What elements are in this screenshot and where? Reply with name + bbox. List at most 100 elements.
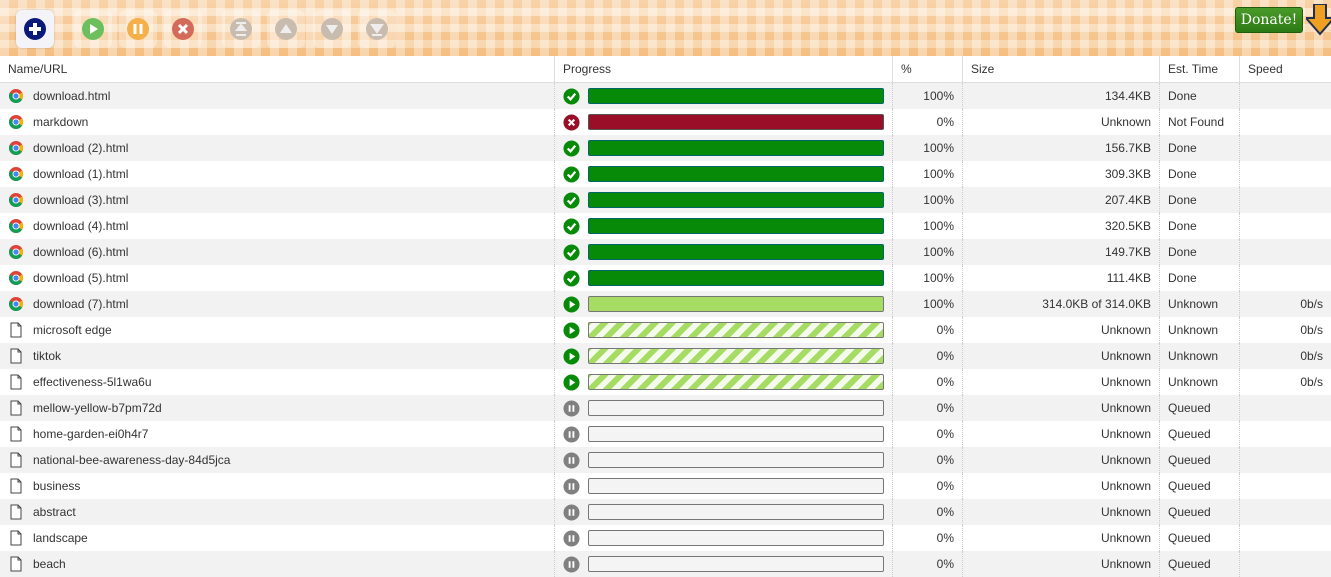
est-time-cell: Queued — [1160, 447, 1240, 473]
table-row[interactable]: home-garden-ei0h4r7 0% Unknown Queued — [0, 421, 1331, 447]
percent-cell: 0% — [893, 343, 963, 369]
size-cell: Unknown — [963, 317, 1160, 343]
table-row[interactable]: download (6).html 100% 149.7KB Done — [0, 239, 1331, 265]
column-header-name[interactable]: Name/URL — [0, 56, 555, 82]
est-time-cell: Queued — [1160, 421, 1240, 447]
progress-cell — [555, 343, 893, 369]
progress-cell — [555, 447, 893, 473]
table-row[interactable]: download (1).html 100% 309.3KB Done — [0, 161, 1331, 187]
check-icon — [563, 165, 580, 183]
percent-cell: 0% — [893, 395, 963, 421]
chrome-icon — [9, 89, 23, 103]
name-cell: effectiveness-5l1wa6u — [0, 369, 555, 395]
size-cell: Unknown — [963, 395, 1160, 421]
table-row[interactable]: beach 0% Unknown Queued — [0, 551, 1331, 577]
name-cell: tiktok — [0, 343, 555, 369]
progress-bar — [588, 322, 884, 338]
chrome-icon — [9, 245, 23, 259]
chrome-icon — [9, 141, 23, 155]
size-cell: 207.4KB — [963, 187, 1160, 213]
column-header-progress[interactable]: Progress — [555, 56, 893, 82]
progress-bar — [588, 530, 884, 546]
progress-cell — [555, 161, 893, 187]
name-cell: download.html — [0, 83, 555, 109]
chrome-icon — [9, 219, 23, 233]
add-button[interactable] — [16, 10, 54, 48]
percent-cell: 100% — [893, 291, 963, 317]
name-cell: download (6).html — [0, 239, 555, 265]
size-cell: Unknown — [963, 369, 1160, 395]
est-time-cell: Queued — [1160, 473, 1240, 499]
percent-cell: 0% — [893, 317, 963, 343]
move-bottom-button[interactable] — [358, 10, 396, 48]
percent-cell: 0% — [893, 551, 963, 577]
table-row[interactable]: business 0% Unknown Queued — [0, 473, 1331, 499]
move-down-button[interactable] — [313, 10, 351, 48]
donate-button[interactable]: Donate! — [1235, 7, 1303, 33]
speed-cell — [1240, 421, 1331, 447]
cancel-button[interactable] — [164, 10, 202, 48]
column-header-percent[interactable]: % — [893, 56, 963, 82]
est-time-cell: Done — [1160, 135, 1240, 161]
percent-cell: 0% — [893, 447, 963, 473]
move-up-button[interactable] — [267, 10, 305, 48]
progress-cell — [555, 109, 893, 135]
pause-button[interactable] — [119, 10, 157, 48]
table-row[interactable]: download.html 100% 134.4KB Done — [0, 83, 1331, 109]
progress-bar — [588, 348, 884, 364]
name-cell: business — [0, 473, 555, 499]
table-row[interactable]: markdown 0% Unknown Not Found — [0, 109, 1331, 135]
check-icon — [563, 191, 580, 209]
play-icon — [563, 295, 580, 313]
table-row[interactable]: download (5).html 100% 111.4KB Done — [0, 265, 1331, 291]
table-row[interactable]: national-bee-awareness-day-84d5jca 0% Unkn… — [0, 447, 1331, 473]
progress-bar — [588, 296, 884, 312]
table-row[interactable]: mellow-yellow-b7pm72d 0% Unknown Queued — [0, 395, 1331, 421]
table-row[interactable]: abstract 0% Unknown Queued — [0, 499, 1331, 525]
error-icon — [563, 113, 580, 131]
table-row[interactable]: download (2).html 100% 156.7KB Done — [0, 135, 1331, 161]
progress-bar — [588, 192, 884, 208]
table-row[interactable]: download (3).html 100% 207.4KB Done — [0, 187, 1331, 213]
name-cell: markdown — [0, 109, 555, 135]
speed-cell — [1240, 83, 1331, 109]
progress-bar — [588, 244, 884, 260]
file-name: business — [33, 479, 81, 493]
progress-cell — [555, 187, 893, 213]
name-cell: landscape — [0, 525, 555, 551]
est-time-cell: Done — [1160, 239, 1240, 265]
table-row[interactable]: microsoft edge 0% Unknown Unknown 0b/s — [0, 317, 1331, 343]
column-header-est-time[interactable]: Est. Time — [1160, 56, 1240, 82]
resume-button[interactable] — [74, 10, 112, 48]
table-row[interactable]: download (4).html 100% 320.5KB Done — [0, 213, 1331, 239]
percent-cell: 0% — [893, 499, 963, 525]
name-cell: download (4).html — [0, 213, 555, 239]
name-cell: download (2).html — [0, 135, 555, 161]
table-row[interactable]: download (7).html 100% 314.0KB of 314.0KB U… — [0, 291, 1331, 317]
file-name: download (5).html — [33, 271, 129, 285]
speed-cell — [1240, 135, 1331, 161]
progress-cell — [555, 525, 893, 551]
pause-icon — [563, 451, 580, 469]
move-top-button[interactable] — [222, 10, 260, 48]
file-icon — [10, 504, 22, 520]
size-cell: Unknown — [963, 525, 1160, 551]
file-name: tiktok — [33, 349, 62, 363]
table-row[interactable]: tiktok 0% Unknown Unknown 0b/s — [0, 343, 1331, 369]
file-icon — [10, 530, 22, 546]
progress-bar — [588, 374, 884, 390]
size-cell: 149.7KB — [963, 239, 1160, 265]
progress-bar — [588, 270, 884, 286]
progress-cell — [555, 369, 893, 395]
est-time-cell: Queued — [1160, 395, 1240, 421]
size-cell: 314.0KB of 314.0KB — [963, 291, 1160, 317]
name-cell: download (3).html — [0, 187, 555, 213]
column-header-speed[interactable]: Speed — [1248, 62, 1283, 76]
speed-cell — [1240, 525, 1331, 551]
name-cell: download (1).html — [0, 161, 555, 187]
table-row[interactable]: landscape 0% Unknown Queued — [0, 525, 1331, 551]
check-icon — [563, 87, 580, 105]
file-icon — [10, 322, 22, 338]
table-row[interactable]: effectiveness-5l1wa6u 0% Unknown Unknown 0b/… — [0, 369, 1331, 395]
column-header-size[interactable]: Size — [963, 56, 1160, 82]
